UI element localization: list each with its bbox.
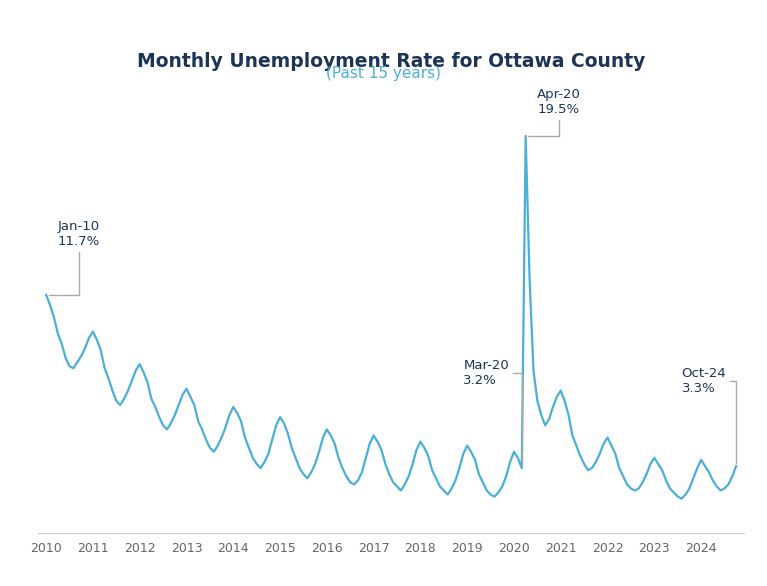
Text: Apr-20
19.5%: Apr-20 19.5% xyxy=(528,88,581,136)
Text: Oct-24
3.3%: Oct-24 3.3% xyxy=(682,367,736,464)
Text: Jan-10
11.7%: Jan-10 11.7% xyxy=(49,220,100,295)
Text: (Past 15 years): (Past 15 years) xyxy=(326,66,441,81)
Text: Mar-20
3.2%: Mar-20 3.2% xyxy=(463,359,522,465)
Title: Monthly Unemployment Rate for Ottawa County: Monthly Unemployment Rate for Ottawa Cou… xyxy=(137,52,645,70)
